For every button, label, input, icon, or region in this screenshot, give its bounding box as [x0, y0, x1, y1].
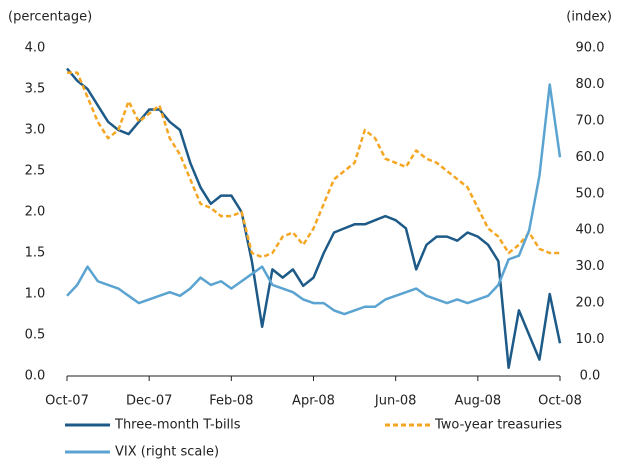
y2-tick-label: 70.0 — [576, 113, 605, 128]
y-tick-label: 3.0 — [25, 123, 46, 138]
y2-tick-label: 40.0 — [576, 223, 605, 238]
x-tick-label: Jun-08 — [374, 394, 417, 409]
y2-tick-label: 0.0 — [580, 369, 601, 384]
series-line — [66, 83, 562, 316]
y2-axis-unit: (index) — [566, 10, 612, 25]
y2-tick-label: 10.0 — [576, 332, 605, 347]
legend-label: Three-month T-bills — [114, 418, 241, 433]
y-tick-label: 4.0 — [25, 41, 46, 56]
y-tick-label: 0.0 — [25, 369, 46, 384]
y2-tick-label: 30.0 — [576, 259, 605, 274]
x-tick-label: Apr-08 — [292, 394, 335, 409]
y2-tick-label: 60.0 — [576, 150, 605, 165]
y-tick-label: 3.5 — [25, 82, 46, 97]
y-axis-unit: (percentage) — [8, 10, 92, 25]
y2-tick-label: 80.0 — [576, 77, 605, 92]
y-tick-label: 0.5 — [25, 328, 46, 343]
y2-tick-label: 20.0 — [576, 296, 605, 311]
y2-tick-label: 50.0 — [576, 186, 605, 201]
legend-label: Two-year treasuries — [434, 418, 562, 433]
x-tick-label: Oct-07 — [45, 394, 89, 409]
legend-label: VIX (right scale) — [115, 445, 219, 460]
y-tick-label: 2.5 — [25, 164, 46, 179]
x-tick-label: Feb-08 — [209, 394, 253, 409]
y-tick-label: 2.0 — [25, 205, 46, 220]
series-line — [66, 67, 562, 370]
series-line — [67, 71, 560, 259]
x-tick-label: Oct-08 — [538, 394, 582, 409]
x-tick-label: Dec-07 — [126, 394, 172, 409]
y-tick-label: 1.5 — [25, 246, 46, 261]
x-tick-label: Aug-08 — [455, 394, 502, 409]
y2-tick-label: 90.0 — [576, 41, 605, 56]
y-tick-label: 1.0 — [25, 287, 46, 302]
